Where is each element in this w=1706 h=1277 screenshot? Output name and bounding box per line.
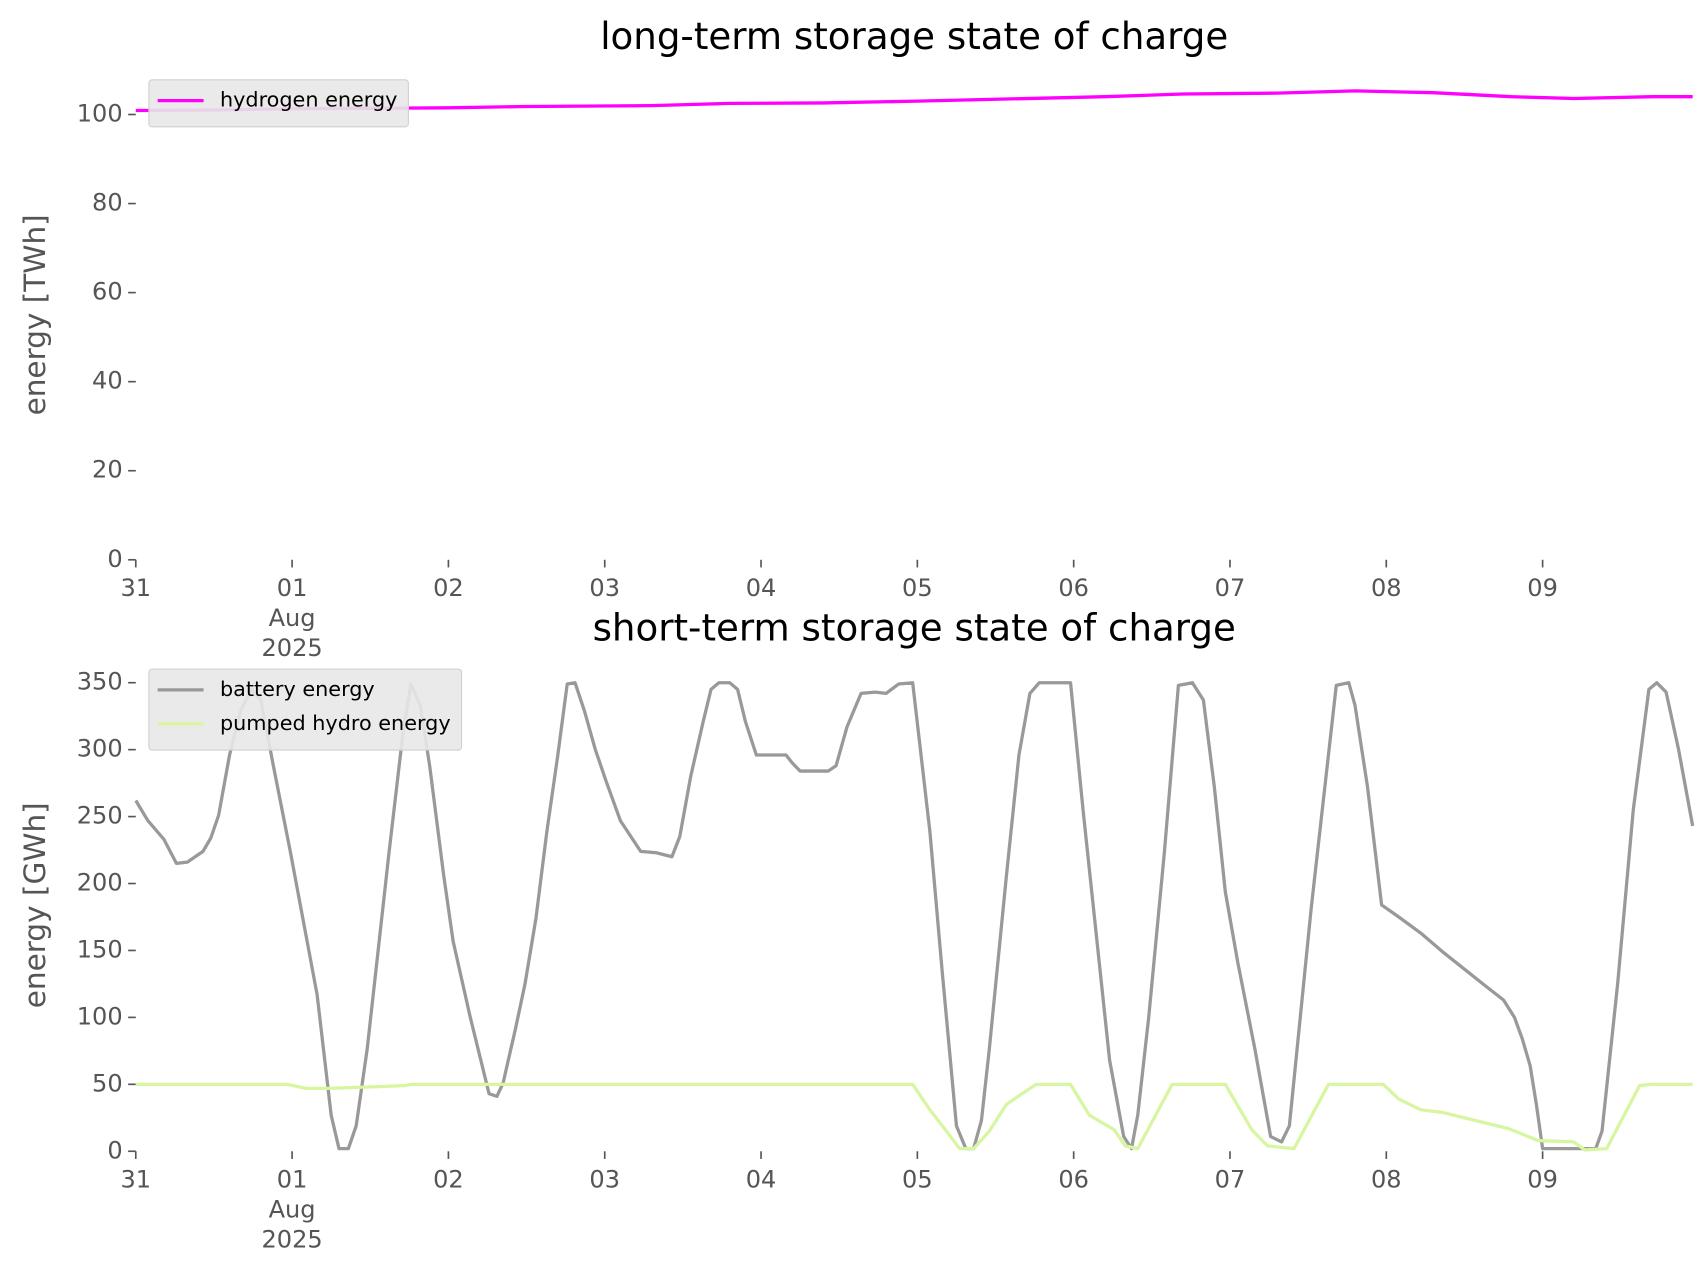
x-tick-label: 06 <box>1058 574 1089 602</box>
y-tick-label: 350 <box>77 668 123 696</box>
legend-box <box>148 668 463 751</box>
legend-box <box>148 79 409 128</box>
x-tick-label: 02 <box>433 574 464 602</box>
y-tick-label: 20 <box>92 456 123 484</box>
y-tick-label: 60 <box>92 278 123 306</box>
y-tick-label: 250 <box>77 802 123 830</box>
y-tick-label: 40 <box>92 367 123 395</box>
x-tick-label: 31 <box>120 1165 151 1193</box>
y-axis-label: energy [TWh] <box>18 214 52 415</box>
y-tick-label: 80 <box>92 189 123 217</box>
y-tick-label: 0 <box>107 545 122 573</box>
x-tick-label: 07 <box>1215 1165 1246 1193</box>
y-tick-label: 200 <box>77 869 123 897</box>
x-tick-label: 08 <box>1371 1165 1402 1193</box>
legend-label: hydrogen energy <box>220 88 397 112</box>
x-tick-label: 03 <box>589 1165 620 1193</box>
x-tick-label: 06 <box>1058 1165 1089 1193</box>
series-line <box>134 681 1695 1151</box>
y-tick-label: 300 <box>77 735 123 763</box>
legend: hydrogen energy <box>148 79 409 128</box>
y-tick-label: 50 <box>92 1069 123 1097</box>
x-tick-label: 09 <box>1527 1165 1558 1193</box>
x-tick-label: 07 <box>1215 574 1246 602</box>
y-tick-label: 100 <box>77 1002 123 1030</box>
x-tick-label: 01 Aug 2025 <box>261 1165 322 1253</box>
x-tick-label: 05 <box>902 574 933 602</box>
series-line <box>135 89 1693 113</box>
legend-label: pumped hydro energy <box>220 711 451 735</box>
x-tick-label: 05 <box>902 1165 933 1193</box>
y-tick-label: 150 <box>77 935 123 963</box>
x-tick-label: 04 <box>746 1165 777 1193</box>
legend-label: battery energy <box>220 677 375 701</box>
x-tick-label: 08 <box>1371 574 1402 602</box>
y-axis-label: energy [GWh] <box>18 802 52 1008</box>
series-line <box>135 1082 1693 1152</box>
x-tick-label: 03 <box>589 574 620 602</box>
x-tick-label: 31 <box>120 574 151 602</box>
chart-title: short-term storage state of charge <box>593 605 1236 649</box>
x-tick-label: 04 <box>746 574 777 602</box>
y-tick-label: 100 <box>77 100 123 128</box>
y-tick-label: 0 <box>107 1136 122 1164</box>
legend: battery energy pumped hydro energy <box>148 668 463 751</box>
x-tick-label: 02 <box>433 1165 464 1193</box>
chart-title: long-term storage state of charge <box>600 14 1228 58</box>
x-tick-label: 01 Aug 2025 <box>261 574 322 662</box>
x-tick-label: 09 <box>1527 574 1558 602</box>
